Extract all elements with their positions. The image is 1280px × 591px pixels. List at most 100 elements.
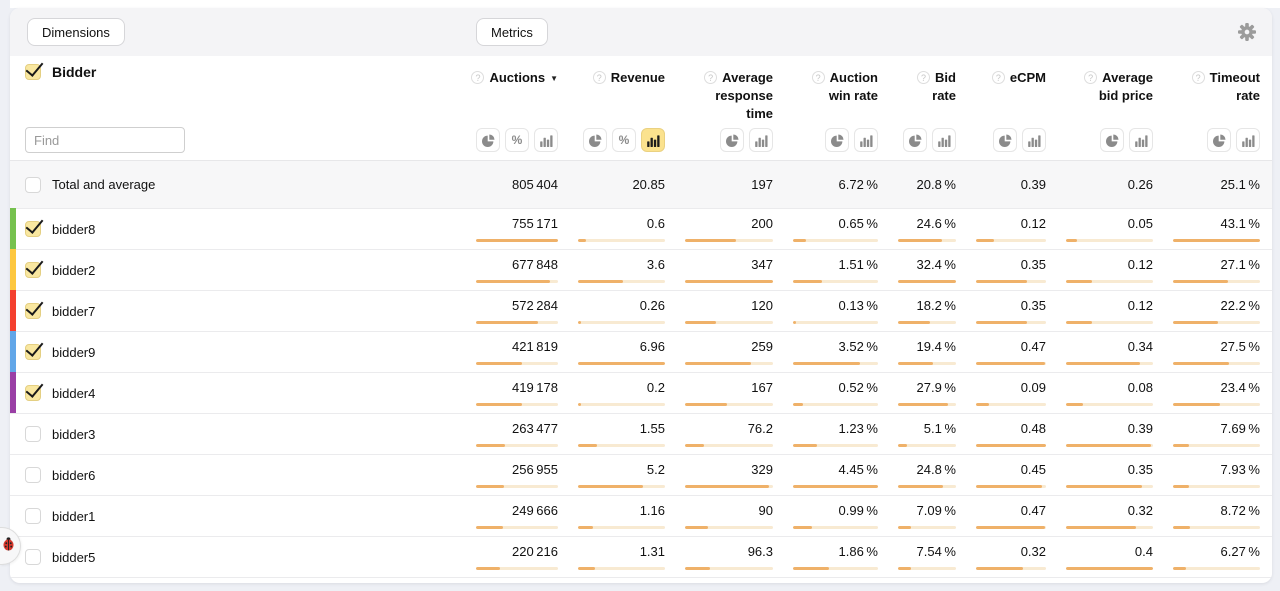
metric-value-cell: 167: [669, 373, 777, 413]
value-bar: [578, 526, 665, 529]
metric-header-bid-rate[interactable]: ? Bid rate: [882, 69, 956, 105]
metric-value-cell: 1.16: [562, 496, 669, 536]
bars-chart-toggle[interactable]: [534, 128, 558, 152]
row-checkbox[interactable]: [25, 344, 41, 360]
settings-gear-icon[interactable]: [1238, 23, 1256, 41]
metric-column-auctions: ? Auctions ▼%: [460, 56, 562, 160]
pie-chart-toggle[interactable]: [476, 128, 500, 152]
metric-value-cell: 22.2 %: [1157, 291, 1264, 331]
metric-value-cell: 90: [669, 496, 777, 536]
metric-value: 0.52 %: [838, 380, 878, 395]
metrics-button[interactable]: Metrics: [476, 18, 548, 46]
row-color-stripe: [10, 290, 16, 331]
row-color-stripe: [10, 372, 16, 413]
value-bar: [578, 403, 665, 406]
row-checkbox[interactable]: [25, 176, 41, 193]
metric-header-auction-win-rate[interactable]: ? Auction win rate: [777, 69, 878, 105]
metric-value: 1.23 %: [838, 421, 878, 436]
metric-header-average-bid-price[interactable]: ? Average bid price: [1050, 69, 1153, 105]
metric-value: 572 284: [512, 298, 558, 313]
row-checkbox[interactable]: [25, 303, 41, 319]
metric-value: 0.09: [1020, 380, 1046, 395]
metric-value-cell: 0.39: [1050, 414, 1157, 454]
metric-value: 220 216: [512, 544, 558, 559]
metric-header-timeout-rate[interactable]: ? Timeout rate: [1157, 69, 1260, 105]
bidder-dimension-checkbox[interactable]: [25, 64, 41, 80]
bars-chart-toggle[interactable]: [932, 128, 956, 152]
row-label: bidder5: [52, 549, 96, 565]
find-input[interactable]: [25, 127, 185, 153]
metric-header-revenue[interactable]: ? Revenue: [562, 69, 665, 87]
metric-column-ecpm: ? eCPM: [960, 56, 1050, 160]
row-left-cell: bidder3: [10, 414, 460, 454]
pie-chart-toggle[interactable]: [903, 128, 927, 152]
value-bar: [685, 321, 773, 324]
metric-value-cell: 20.85: [562, 161, 669, 208]
bars-chart-toggle[interactable]: [641, 128, 665, 152]
metric-value-cell: 0.12: [1050, 291, 1157, 331]
metric-header-average-response-time[interactable]: ? Average response time: [669, 69, 773, 123]
metric-value-cell: 0.13 %: [777, 291, 882, 331]
bidder-row-bidder2: bidder2 677 848 3.6 347 1.51 % 32.4 % 0.35 0.12…: [10, 249, 1272, 290]
dimensions-button[interactable]: Dimensions: [27, 18, 125, 46]
metric-value-cell: 27.5 %: [1157, 332, 1264, 372]
value-bar: [685, 485, 773, 488]
help-icon: ?: [991, 71, 1005, 84]
value-bar: [1173, 444, 1260, 447]
row-label: bidder7: [52, 303, 96, 319]
value-bar: [898, 321, 956, 324]
percent-chart-toggle[interactable]: %: [505, 128, 529, 152]
bars-chart-toggle[interactable]: [1236, 128, 1260, 152]
row-checkbox[interactable]: [25, 426, 41, 442]
value-bar: [976, 362, 1046, 365]
row-left-cell: Total and average: [10, 161, 460, 208]
metric-value-cell: 7.93 %: [1157, 455, 1264, 495]
metric-value: 0.45: [1020, 462, 1046, 477]
metric-value-cell: 0.45: [960, 455, 1050, 495]
row-left-cell: bidder2: [10, 249, 460, 290]
metric-value: 22.2 %: [1220, 298, 1260, 313]
metric-value-cell: 20.8 %: [882, 161, 960, 208]
pie-chart-toggle[interactable]: [720, 128, 744, 152]
row-checkbox[interactable]: [25, 549, 41, 565]
metric-value-cell: 6.27 %: [1157, 537, 1264, 577]
bars-chart-toggle[interactable]: [749, 128, 773, 152]
row-left-cell: bidder4: [10, 372, 460, 413]
row-color-stripe: [10, 208, 16, 249]
help-icon: ?: [471, 71, 485, 84]
row-checkbox[interactable]: [25, 385, 41, 401]
display-mode-toggles: [777, 128, 878, 152]
pie-chart-toggle[interactable]: [993, 128, 1017, 152]
metric-value: 329: [751, 462, 773, 477]
metric-value: 7.54 %: [916, 544, 956, 559]
row-checkbox[interactable]: [25, 467, 41, 483]
bars-chart-toggle[interactable]: [854, 128, 878, 152]
row-checkbox[interactable]: [25, 221, 41, 237]
row-checkbox[interactable]: [25, 262, 41, 278]
pie-chart-toggle[interactable]: [583, 128, 607, 152]
metric-header-auctions[interactable]: ? Auctions ▼: [460, 69, 558, 88]
metric-column-auction-win-rate: ? Auction win rate: [777, 56, 882, 160]
pie-chart-toggle[interactable]: [1100, 128, 1124, 152]
row-label: bidder9: [52, 344, 96, 360]
value-bar: [1173, 567, 1260, 570]
metric-value-cell: 419 178: [460, 373, 562, 413]
bars-chart-toggle[interactable]: [1022, 128, 1046, 152]
row-label: bidder4: [52, 385, 96, 401]
metric-value: 0.08: [1127, 380, 1153, 395]
metric-value-cell: 0.6: [562, 209, 669, 249]
bars-chart-toggle[interactable]: [1129, 128, 1153, 152]
pie-chart-toggle[interactable]: [825, 128, 849, 152]
metric-header-ecpm[interactable]: ? eCPM: [960, 69, 1046, 87]
row-checkbox[interactable]: [25, 508, 41, 524]
metric-value-cell: 8.72 %: [1157, 496, 1264, 536]
value-bar: [976, 567, 1046, 570]
value-bar: [898, 280, 956, 283]
pie-chart-toggle[interactable]: [1207, 128, 1231, 152]
percent-chart-toggle[interactable]: %: [612, 128, 636, 152]
row-label: Total and average: [52, 177, 156, 192]
metric-value-cell: 7.09 %: [882, 496, 960, 536]
metric-value: 6.96: [639, 339, 665, 354]
bug-report-tab[interactable]: [0, 527, 21, 565]
metric-value-cell: 0.05: [1050, 209, 1157, 249]
